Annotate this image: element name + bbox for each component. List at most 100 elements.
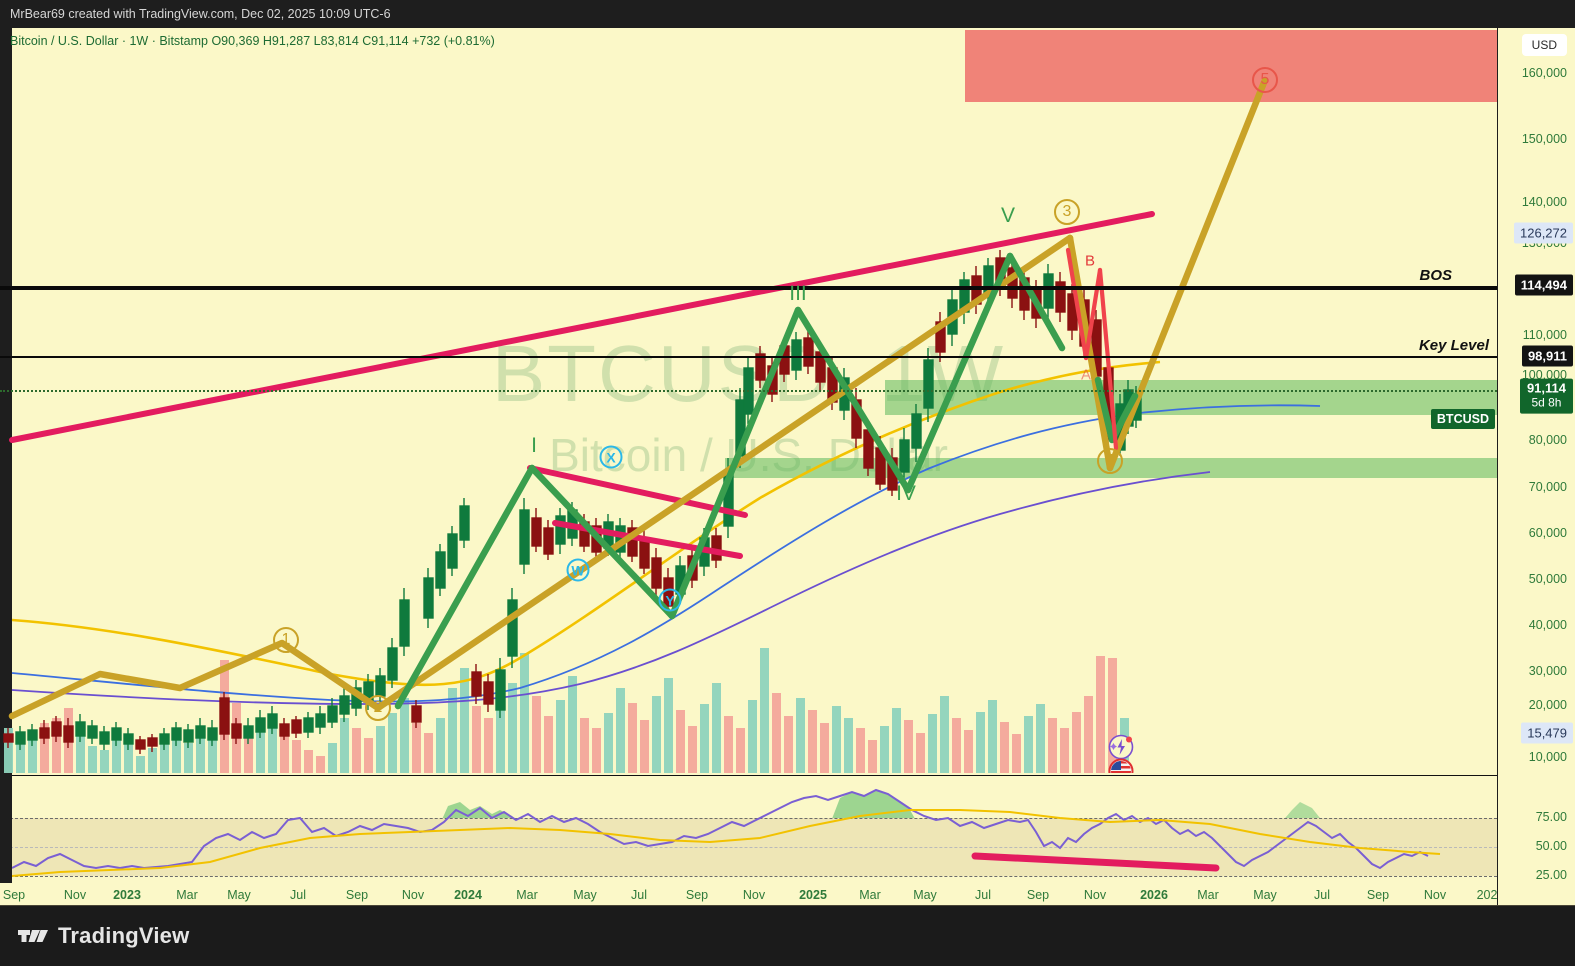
rsi-level-75 (0, 818, 1497, 819)
time-tick-4: May (227, 888, 251, 902)
rsi-ma-line (11, 809, 1441, 877)
time-tick-2: 2023 (113, 888, 141, 902)
green-wave-path (394, 252, 1139, 710)
price-axis[interactable]: USD 160,000 150,000 140,000 130,000 120,… (1497, 28, 1575, 905)
bar-countdown: 5d 8h (1531, 395, 1562, 410)
time-tick-18: Sep (1026, 888, 1050, 902)
time-tick-8: 2024 (454, 888, 482, 902)
time-tick-10: May (573, 888, 597, 902)
price-tick-50000: 50,000 (1528, 572, 1567, 586)
wave-label-V: V (1000, 204, 1016, 227)
pink-trendlines (9, 211, 1155, 559)
attribution-bar: MrBear69 created with TradingView.com, D… (0, 0, 1575, 28)
wave-label-IV: IV (896, 482, 916, 505)
rsi-pane[interactable] (0, 775, 1497, 885)
key-level-label: Key Level (1418, 337, 1489, 354)
gold-wave-3-4 (1066, 234, 1114, 472)
price-tick-160000: 160,000 (1521, 66, 1567, 80)
green-wave-V-end (1006, 252, 1066, 352)
key-level-price-tag: 98,911 (1521, 345, 1573, 367)
price-tick-30000: 30,000 (1528, 664, 1567, 678)
rsi-tick-25: 25.00 (1535, 868, 1567, 882)
bos-level-line (0, 286, 1497, 290)
wave-label-A: A (1080, 366, 1092, 384)
price-tick-70000: 70,000 (1528, 480, 1567, 494)
time-axis[interactable]: Sep Nov 2023 Mar May Jul Sep Nov 2024 Ma… (0, 883, 1497, 905)
price-tick-110000: 110,000 (1522, 328, 1567, 342)
red-wave-B (1083, 267, 1103, 361)
green-wave-II-III (668, 306, 802, 620)
time-tick-25: Nov (1423, 888, 1447, 902)
chart-legend[interactable]: Bitcoin / U.S. Dollar · 1W · Bitstamp O9… (10, 34, 495, 48)
us-flag-badge[interactable] (1108, 758, 1134, 773)
price-tick-100000: 100,000 (1521, 368, 1567, 382)
wave-label-B: B (1084, 252, 1096, 270)
red-abc-path (1065, 247, 1119, 451)
time-tick-16: May (913, 888, 937, 902)
price-tick-60000: 60,000 (1528, 526, 1567, 540)
gold-wave-2-3 (374, 234, 1074, 712)
time-tick-14: 2025 (799, 888, 827, 902)
time-tick-3: Mar (176, 888, 198, 902)
wave-circle-3: 3 (1054, 199, 1080, 225)
gold-wave-path (8, 76, 1269, 720)
period-low-tag: 15,479 (1521, 722, 1573, 744)
price-tick-140000: 140,000 (1521, 195, 1567, 209)
wave-circle-Y: Y (658, 588, 682, 612)
time-tick-15: Mar (859, 888, 881, 902)
time-tick-6: Sep (345, 888, 369, 902)
green-wave-recent (1094, 376, 1139, 444)
period-high-tag: 126,272 (1514, 222, 1573, 244)
green-wave-0-I (394, 464, 536, 710)
currency-badge[interactable]: USD (1521, 34, 1567, 56)
legend-ohlc: O90,369 H91,287 L83,814 C91,114 +732 (+0… (211, 34, 495, 48)
time-tick-19: Nov (1083, 888, 1107, 902)
time-tick-17: Jul (975, 888, 991, 902)
price-tick-10000: 10,000 (1528, 750, 1567, 764)
current-price-tag[interactable]: 91,114 5d 8h (1519, 378, 1573, 414)
wave-circle-4: 4 (1097, 448, 1123, 474)
wave-circle-X: X (599, 445, 623, 469)
green-wave-III-IV (794, 306, 912, 494)
footer-bar: TradingView (0, 905, 1575, 966)
key-level-line (0, 356, 1497, 358)
left-gutter (0, 28, 12, 905)
rsi-plot-svg (11, 788, 1441, 877)
pink-major-rising (9, 211, 1155, 443)
current-price-line (0, 390, 1497, 392)
time-tick-9: Mar (516, 888, 538, 902)
wave-circle-1: 1 (273, 627, 299, 653)
ai-sparkle-badge[interactable] (1108, 734, 1134, 760)
current-symbol-tag: BTCUSD (1430, 409, 1495, 429)
wave-circle-W: W (566, 558, 590, 582)
price-tick-20000: 20,000 (1528, 698, 1567, 712)
time-tick-24: Sep (1366, 888, 1390, 902)
rsi-level-25 (0, 876, 1497, 877)
gold-wave-4-5 (1106, 76, 1269, 472)
tradingview-logo-icon (18, 925, 48, 947)
time-tick-26: 202 (1476, 888, 1498, 902)
time-tick-22: May (1253, 888, 1277, 902)
green-wave-I-II (528, 464, 676, 620)
time-tick-20: 2026 (1140, 888, 1168, 902)
price-pane[interactable]: BOS Key Level (0, 28, 1497, 773)
price-tick-80000: 80,000 (1528, 433, 1567, 447)
volume-bars (4, 648, 1129, 773)
time-tick-21: Mar (1197, 888, 1219, 902)
pink-channel-upper (527, 465, 748, 518)
rsi-line (11, 788, 1429, 870)
current-price-value: 91,114 (1526, 380, 1566, 396)
chart-area[interactable]: BTCUSD, 1W Bitcoin / U.S. Dollar BOS Key… (0, 28, 1575, 905)
red-wave-A (1065, 247, 1089, 361)
price-tick-40000: 40,000 (1528, 618, 1567, 632)
rsi-tick-50: 50.00 (1535, 839, 1567, 853)
red-wave-C (1097, 267, 1119, 451)
time-tick-13: Nov (742, 888, 766, 902)
wave-circle-2: 2 (365, 695, 391, 721)
wave-label-III: III (789, 282, 807, 305)
time-tick-0: Sep (2, 888, 26, 902)
resistance-zone (965, 30, 1497, 102)
legend-symbol: Bitcoin / U.S. Dollar · 1W · Bitstamp (10, 34, 208, 48)
time-tick-12: Sep (685, 888, 709, 902)
